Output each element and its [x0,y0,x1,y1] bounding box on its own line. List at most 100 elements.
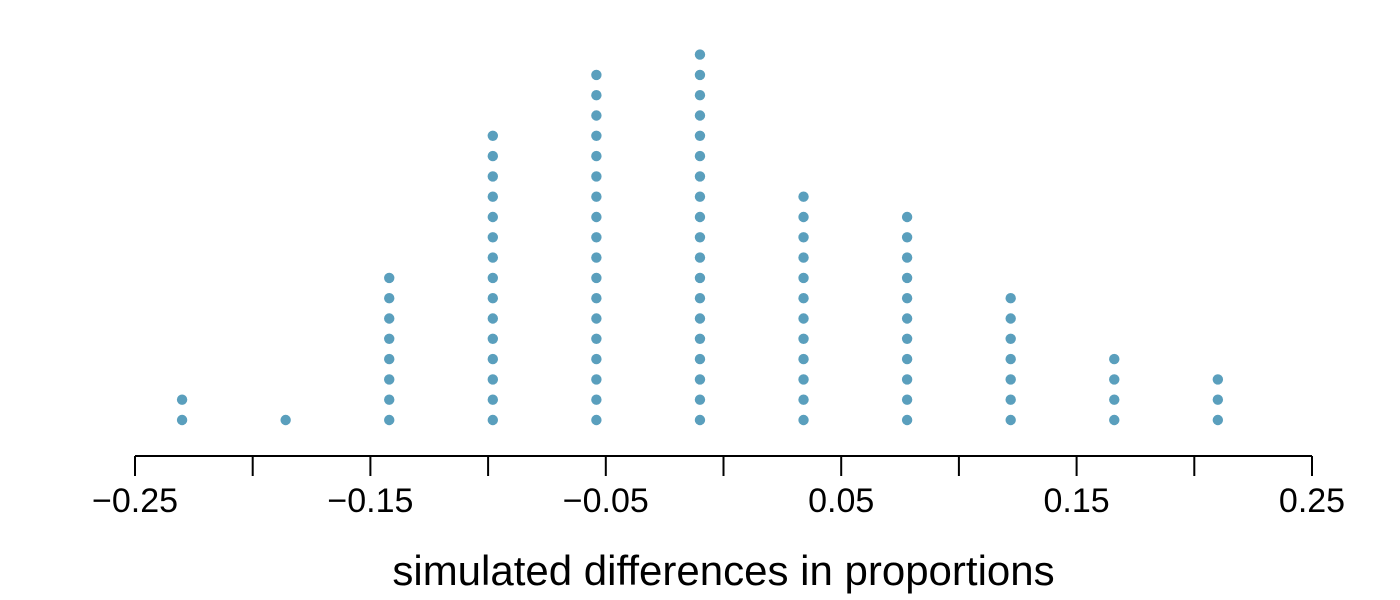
data-dot [694,110,706,121]
data-dot [591,333,602,344]
data-dot [694,272,706,284]
data-dot [798,394,809,405]
data-dot [591,110,602,121]
x-tick-label: −0.25 [92,482,178,520]
data-dot [487,353,499,365]
data-dot [487,313,499,324]
data-dot [487,252,499,263]
data-dot [591,272,602,284]
data-dot [591,150,602,162]
data-dot [694,69,706,81]
data-dot [1005,293,1016,304]
data-dot [798,414,809,426]
data-dot [487,293,499,304]
data-dot [1005,333,1016,344]
data-dot [176,414,188,426]
data-dot [591,69,602,81]
data-dot [1005,394,1016,405]
data-dot [901,374,913,385]
data-dot [798,333,809,344]
data-dot [694,394,706,405]
data-dot [694,130,706,141]
data-dot [1005,414,1016,426]
data-dot [487,394,499,405]
data-dot [487,150,499,162]
data-dot [487,374,499,385]
data-dot [694,252,706,263]
x-tick-label: −0.15 [327,482,413,520]
data-dot [694,374,706,385]
data-dot [694,211,706,223]
data-dot [487,232,499,243]
data-dot [1109,353,1120,365]
data-dot [798,313,809,324]
data-dot [1005,353,1016,365]
data-dot [384,333,395,344]
data-dot [384,414,395,426]
data-dot [487,211,499,223]
data-dot [901,394,913,405]
x-tick-label: 0.15 [1044,482,1110,520]
data-dot [798,272,809,284]
data-dot [591,293,602,304]
data-dot [1109,414,1120,426]
data-dot [901,333,913,344]
data-dot [694,150,706,162]
data-dot [901,252,913,263]
data-dot [901,414,913,426]
data-dot [798,232,809,243]
x-tick-label: 0.25 [1279,482,1345,520]
data-dot [901,232,913,243]
data-dot [901,211,913,223]
data-dot [1109,374,1120,385]
data-dot [694,49,706,60]
data-dot [798,191,809,202]
data-dot [798,374,809,385]
data-dot [384,394,395,405]
data-dot [487,272,499,284]
data-dot [591,313,602,324]
data-dot [694,333,706,344]
data-dot [1212,394,1224,405]
data-dot [901,353,913,365]
data-dot [694,171,706,182]
data-dot [1005,374,1016,385]
data-dot [591,353,602,365]
data-dot [1212,374,1224,385]
data-dot [694,191,706,202]
data-dot [694,353,706,365]
data-dot [176,394,188,405]
data-dot [798,353,809,365]
data-dot [591,171,602,182]
x-tick-label: −0.05 [563,482,649,520]
data-dot [384,313,395,324]
data-dot [901,272,913,284]
data-dot [591,90,602,101]
data-dot [591,414,602,426]
data-dot [384,353,395,365]
data-dot [487,414,499,426]
data-dot [487,130,499,141]
x-axis: −0.25 −0.15 −0.05 0.05 0.15 0.25 [92,455,1345,520]
data-dot [694,313,706,324]
data-dot [694,414,706,426]
data-dot [487,191,499,202]
data-dot [798,252,809,263]
x-tick-label: 0.05 [808,482,874,520]
data-dot [591,252,602,263]
data-dot [798,293,809,304]
data-dot [384,272,395,284]
data-dot [591,394,602,405]
data-dot [591,211,602,223]
data-dot [694,90,706,101]
data-dot [280,414,291,426]
data-dot [1212,414,1224,426]
data-dot [591,130,602,141]
data-dot [694,293,706,304]
data-dot [1005,313,1016,324]
x-axis-title: simulated differences in proportions [392,547,1054,594]
data-dot [487,171,499,182]
data-dot [384,293,395,304]
data-dot [1109,394,1120,405]
